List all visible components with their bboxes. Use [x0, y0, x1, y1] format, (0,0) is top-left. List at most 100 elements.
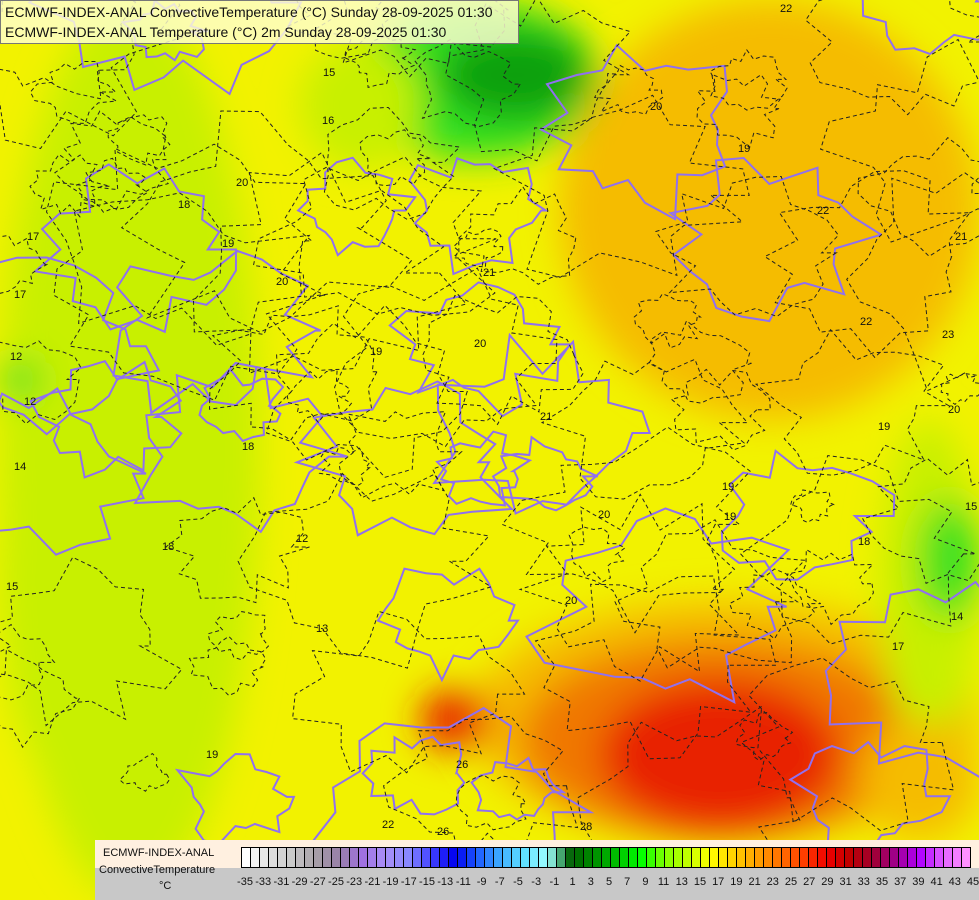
contour-label: 15 — [965, 501, 977, 513]
legend-swatch — [566, 848, 575, 867]
convective-isoline — [29, 360, 183, 479]
legend-swatch — [611, 848, 620, 867]
contour-label: 20 — [598, 509, 610, 521]
legend-tick-label: 5 — [605, 876, 613, 888]
legend-swatch — [647, 848, 656, 867]
legend-swatch — [368, 848, 377, 867]
contour-label: 18 — [858, 536, 870, 548]
legend-swatch — [341, 848, 350, 867]
contour-label: 22 — [817, 205, 829, 217]
map-title: ECMWF-INDEX-ANAL ConvectiveTemperature (… — [0, 0, 519, 44]
temperature-contour — [696, 73, 781, 149]
legend-variable: ConvectiveTemperature — [99, 864, 216, 876]
legend-swatch — [692, 848, 701, 867]
legend-swatch — [323, 848, 332, 867]
legend-swatch — [287, 848, 296, 867]
legend-swatch — [917, 848, 926, 867]
legend-tick-label: 25 — [784, 876, 798, 888]
temperature-contour — [940, 371, 979, 406]
legend-tick-label: -9 — [476, 876, 487, 888]
legend-swatch — [728, 848, 737, 867]
legend-tick-label: 43 — [948, 876, 961, 888]
legend-tick-label: -29 — [291, 876, 308, 888]
legend-swatch — [926, 848, 935, 867]
legend-swatch — [656, 848, 665, 867]
legend-tick-label: -33 — [255, 876, 272, 888]
legend-swatch — [863, 848, 872, 867]
temperature-contour — [455, 774, 527, 831]
contour-label: 28 — [580, 821, 592, 833]
legend-swatch — [395, 848, 404, 867]
temperature-contour — [414, 38, 522, 127]
temperature-contour — [29, 153, 111, 218]
temperature-contour — [492, 94, 750, 278]
temperature-contour — [323, 106, 461, 221]
legend-swatch — [476, 848, 485, 867]
contour-label: 19 — [206, 749, 218, 761]
contour-label: 17 — [14, 289, 26, 301]
convective-isoline — [133, 361, 348, 534]
convective-isoline — [112, 249, 322, 415]
legend-tick-label: -13 — [437, 876, 454, 888]
legend-swatch — [764, 848, 773, 867]
temperature-contour — [862, 458, 979, 584]
legend-swatch — [422, 848, 431, 867]
fill-region-green — [0, 360, 40, 400]
legend-swatch — [782, 848, 791, 867]
temperature-contour — [655, 175, 840, 318]
contour-label: 19 — [878, 421, 890, 433]
legend-tick-label: -3 — [531, 876, 542, 888]
legend-swatch — [791, 848, 800, 867]
temperature-contour — [29, 61, 118, 125]
legend-tick-label: 15 — [693, 876, 707, 888]
contour-label: 14 — [14, 461, 26, 473]
legend-tick-label: 45 — [966, 876, 979, 888]
temperature-contour — [735, 711, 794, 762]
convective-isoline — [408, 157, 550, 276]
legend-model: ECMWF-INDEX-ANAL — [103, 847, 215, 859]
temperature-contour — [0, 234, 48, 294]
temperature-contour — [318, 446, 371, 486]
temperature-contour — [120, 110, 413, 333]
temperature-contour — [445, 0, 632, 162]
legend-tick-label: -21 — [364, 876, 381, 888]
contour-label: 22 — [780, 3, 792, 15]
legend-color-bar — [241, 847, 971, 868]
temperature-contour — [728, 568, 821, 640]
convective-isoline — [0, 386, 147, 556]
temperature-contour — [54, 110, 169, 211]
temperature-contour — [857, 137, 979, 257]
convective-isoline — [667, 156, 882, 323]
fill-region-darkgreen — [440, 30, 590, 120]
contour-label: 12 — [10, 351, 22, 363]
convective-isoline — [470, 756, 567, 821]
contour-label: 19 — [370, 346, 382, 358]
contour-label: 15 — [323, 67, 335, 79]
fill-region-red — [600, 680, 840, 830]
temperature-contour — [739, 455, 976, 645]
legend-swatch — [638, 848, 647, 867]
legend-swatch — [746, 848, 755, 867]
temperature-contour — [265, 304, 468, 478]
convective-isoline — [32, 163, 238, 334]
legend-tick-label: 33 — [857, 876, 870, 888]
temperature-contour — [819, 38, 979, 243]
legend-swatch — [620, 848, 629, 867]
contour-label: 21 — [955, 231, 967, 243]
contour-label: 18 — [242, 441, 254, 453]
legend-tick-label: -15 — [419, 876, 435, 888]
legend-tick-label: 29 — [821, 876, 834, 888]
contour-label: 13 — [316, 623, 328, 635]
legend-swatch — [854, 848, 863, 867]
legend-swatch — [512, 848, 521, 867]
legend-swatch — [467, 848, 476, 867]
contour-label: 23 — [942, 329, 954, 341]
convective-isoline — [376, 567, 520, 683]
legend-swatch — [449, 848, 458, 867]
legend-tick-label: 21 — [748, 876, 761, 888]
legend-swatch — [350, 848, 359, 867]
legend-swatch — [503, 848, 512, 867]
temperature-contour — [359, 129, 432, 187]
legend-swatch — [413, 848, 422, 867]
